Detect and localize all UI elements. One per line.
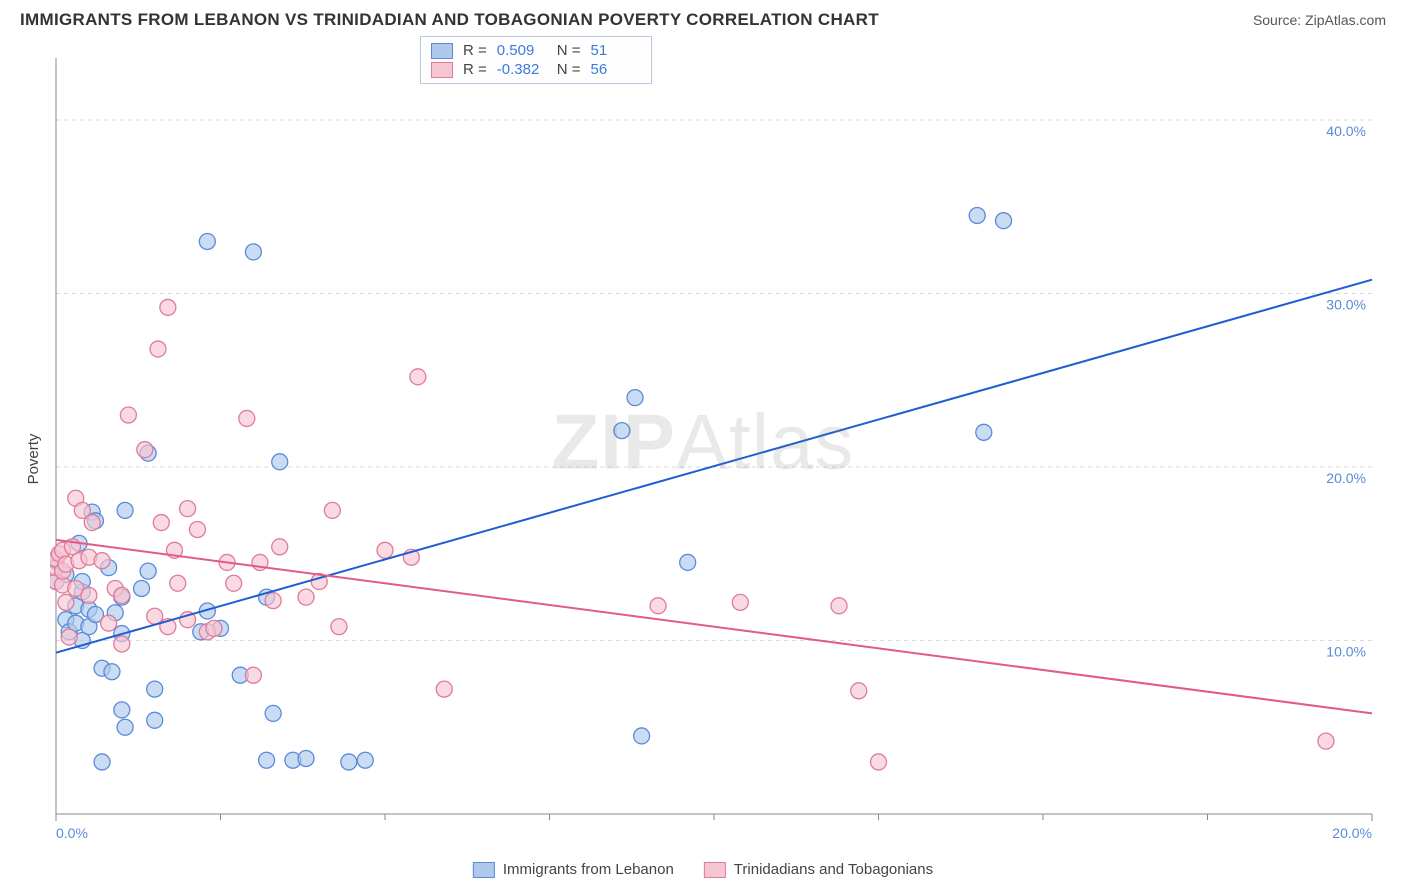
data-point (1318, 733, 1334, 749)
legend-label-trinidad: Trinidadians and Tobagonians (734, 861, 933, 878)
data-point (436, 681, 452, 697)
y-tick-label: 40.0% (1326, 123, 1366, 139)
regression-line (56, 280, 1372, 653)
data-point (180, 501, 196, 517)
data-point (324, 502, 340, 518)
data-point (150, 341, 166, 357)
n-value-lebanon: 51 (591, 42, 641, 59)
data-point (206, 620, 222, 636)
data-point (265, 705, 281, 721)
data-point (81, 587, 97, 603)
data-point (996, 213, 1012, 229)
legend-item-trinidad: Trinidadians and Tobagonians (704, 861, 933, 878)
data-point (94, 754, 110, 770)
r-label: R = (463, 61, 487, 78)
data-point (153, 515, 169, 531)
data-point (272, 539, 288, 555)
data-point (239, 410, 255, 426)
data-point (357, 752, 373, 768)
data-point (272, 454, 288, 470)
legend-series: Immigrants from Lebanon Trinidadians and… (473, 861, 933, 878)
data-point (831, 598, 847, 614)
swatch-trinidad-icon (704, 862, 726, 878)
y-tick-label: 30.0% (1326, 297, 1366, 313)
n-value-trinidad: 56 (591, 61, 641, 78)
data-point (265, 593, 281, 609)
data-point (147, 712, 163, 728)
data-point (199, 233, 215, 249)
chart-title: IMMIGRANTS FROM LEBANON VS TRINIDADIAN A… (20, 10, 879, 30)
r-label: R = (463, 42, 487, 59)
data-point (170, 575, 186, 591)
data-point (147, 608, 163, 624)
data-point (137, 442, 153, 458)
data-point (226, 575, 242, 591)
source-text: Source: ZipAtlas.com (1253, 12, 1386, 28)
data-point (410, 369, 426, 385)
data-point (871, 754, 887, 770)
y-axis-label: Poverty (25, 434, 42, 485)
data-point (614, 423, 630, 439)
data-point (732, 594, 748, 610)
data-point (851, 683, 867, 699)
data-point (104, 664, 120, 680)
data-point (61, 629, 77, 645)
data-point (58, 594, 74, 610)
legend-stats-row-lebanon: R = 0.509 N = 51 (431, 41, 641, 60)
data-point (976, 424, 992, 440)
data-point (117, 502, 133, 518)
data-point (627, 390, 643, 406)
data-point (189, 521, 205, 537)
legend-stats-row-trinidad: R = -0.382 N = 56 (431, 60, 641, 79)
y-tick-label: 10.0% (1326, 644, 1366, 660)
data-point (680, 554, 696, 570)
scatter-plot: 10.0% 20.0% 30.0% 40.0% 0.0% 20.0% (50, 54, 1390, 844)
regression-line (56, 540, 1372, 713)
n-label: N = (557, 61, 581, 78)
chart-container: Poverty 10.0%20.0%30.0%40.0%0.0%20.0% ZI… (0, 34, 1406, 884)
data-point (114, 702, 130, 718)
data-point (634, 728, 650, 744)
x-tick-label: 20.0% (1332, 825, 1372, 841)
legend-label-lebanon: Immigrants from Lebanon (503, 861, 674, 878)
legend-item-lebanon: Immigrants from Lebanon (473, 861, 674, 878)
data-point (134, 580, 150, 596)
data-point (94, 553, 110, 569)
data-point (160, 299, 176, 315)
data-point (298, 589, 314, 605)
data-point (114, 636, 130, 652)
data-point (650, 598, 666, 614)
data-point (331, 619, 347, 635)
swatch-lebanon (431, 43, 453, 59)
data-point (245, 667, 261, 683)
data-point (377, 542, 393, 558)
swatch-trinidad (431, 62, 453, 78)
data-point (147, 681, 163, 697)
legend-stats-box: R = 0.509 N = 51 R = -0.382 N = 56 (420, 36, 652, 84)
y-tick-label: 20.0% (1326, 470, 1366, 486)
data-point (101, 615, 117, 631)
data-point (298, 750, 314, 766)
r-value-lebanon: 0.509 (497, 42, 547, 59)
x-tick-label: 0.0% (56, 825, 88, 841)
n-label: N = (557, 42, 581, 59)
data-point (120, 407, 136, 423)
source-label: Source: (1253, 12, 1301, 28)
title-bar: IMMIGRANTS FROM LEBANON VS TRINIDADIAN A… (0, 0, 1406, 34)
swatch-lebanon-icon (473, 862, 495, 878)
data-point (140, 563, 156, 579)
source-name: ZipAtlas.com (1305, 12, 1386, 28)
data-point (969, 207, 985, 223)
data-point (114, 587, 130, 603)
r-value-trinidad: -0.382 (497, 61, 547, 78)
data-point (245, 244, 261, 260)
data-point (341, 754, 357, 770)
data-point (259, 752, 275, 768)
data-point (84, 515, 100, 531)
data-point (117, 719, 133, 735)
